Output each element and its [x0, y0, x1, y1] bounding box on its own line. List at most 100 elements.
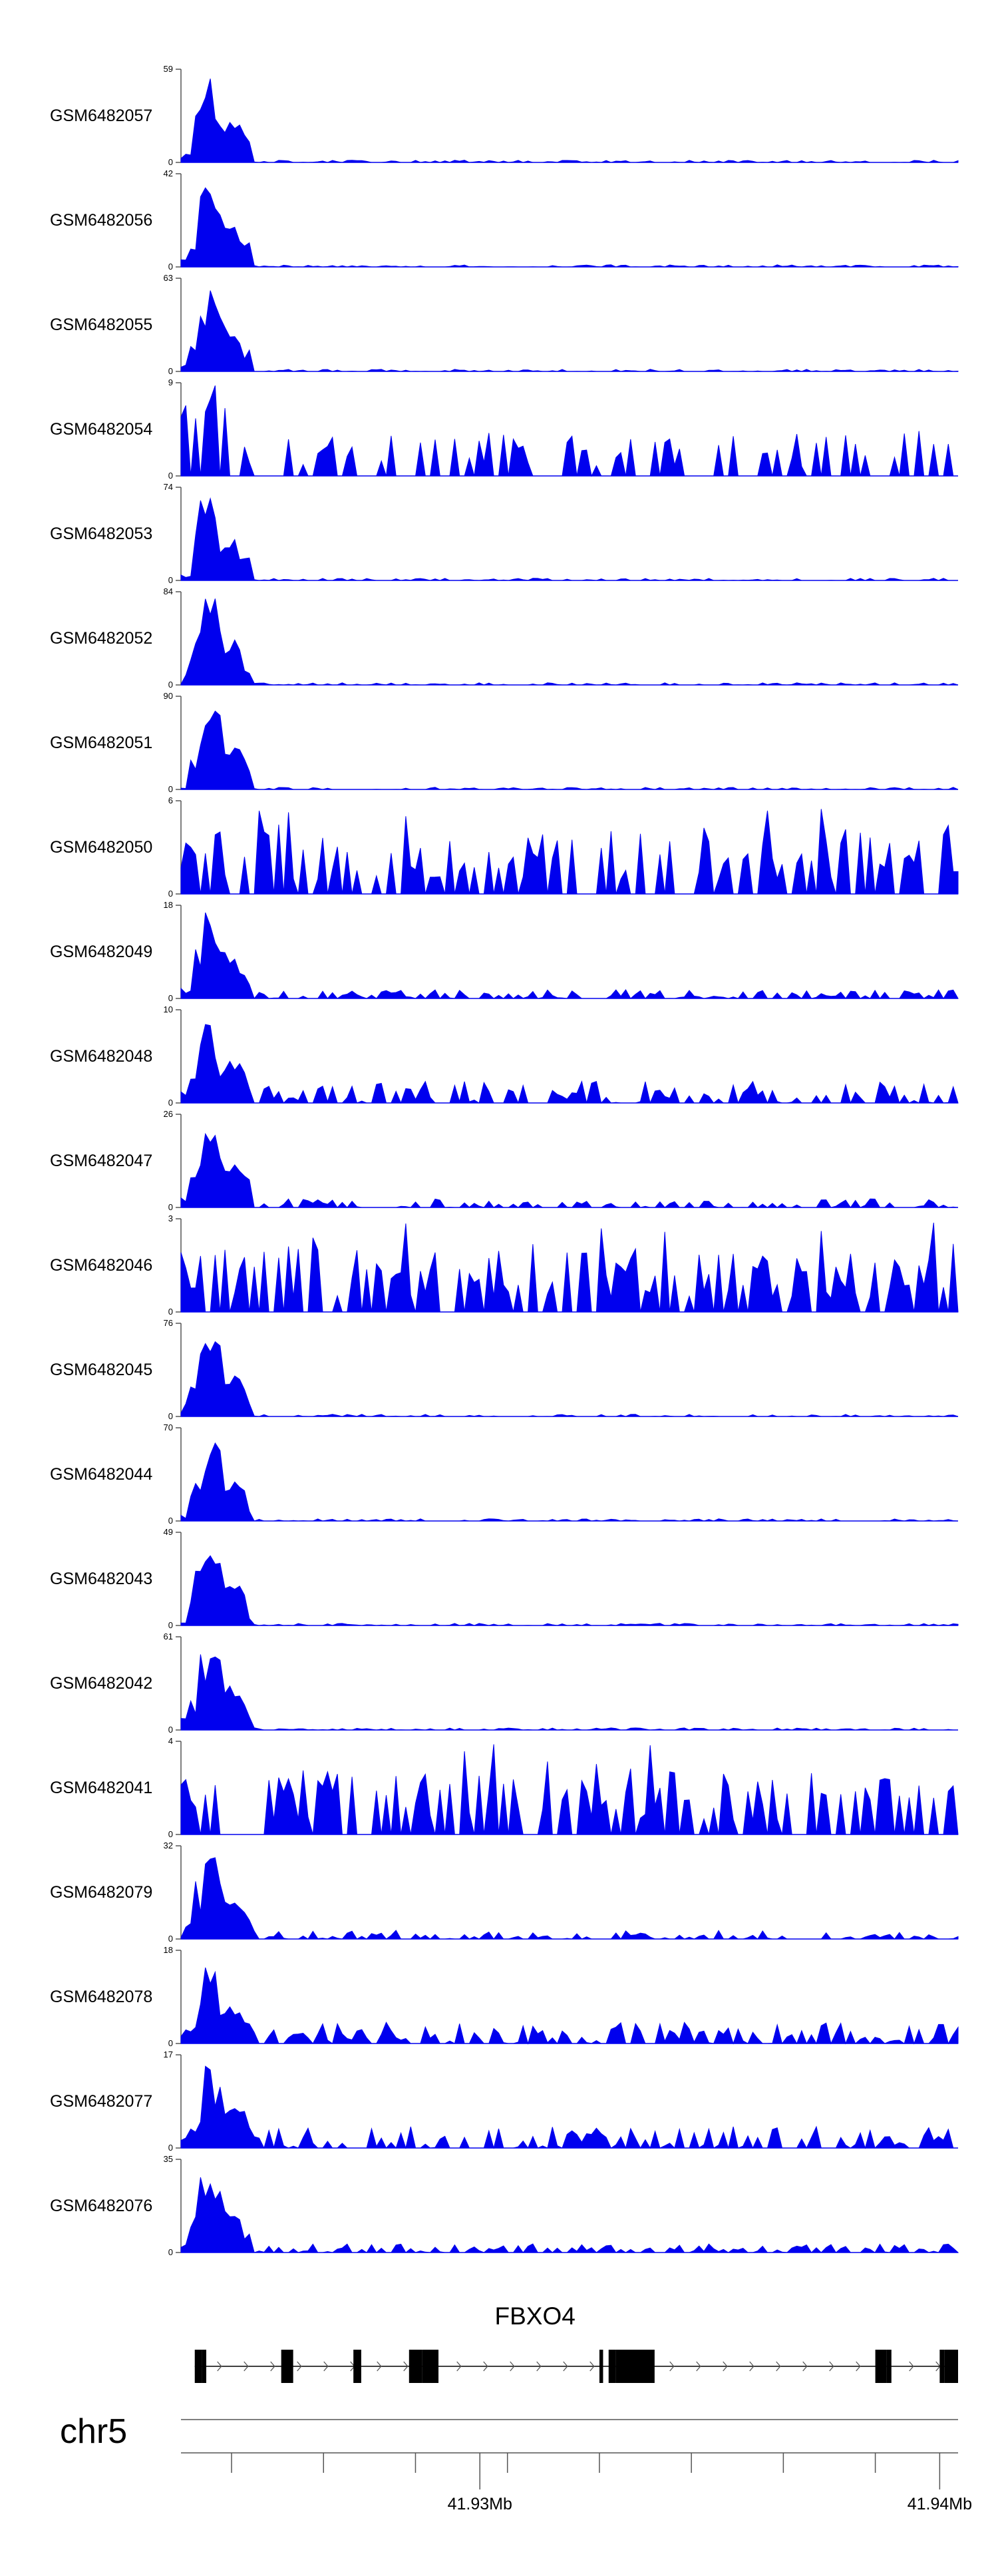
exon [409, 2350, 422, 2383]
track-GSM6482047: GSM6482047 26 0 [50, 1109, 959, 1212]
track-label: GSM6482041 [50, 1779, 152, 1797]
track-label: GSM6482055 [50, 316, 152, 334]
track-label: GSM6482048 [50, 1047, 152, 1066]
track-GSM6482048: GSM6482048 10 0 [50, 1004, 959, 1108]
y-max-label: 32 [164, 1840, 173, 1850]
track-label: GSM6482042 [50, 1674, 152, 1693]
track-GSM6482079: GSM6482079 32 0 [50, 1840, 959, 1944]
exon [353, 2350, 357, 2383]
track-GSM6482049: GSM6482049 18 0 [50, 900, 959, 1003]
signal-area [180, 1654, 958, 1731]
strand-arrow [696, 2361, 701, 2372]
track-GSM6482055: GSM6482055 63 0 [50, 273, 959, 376]
track-label: GSM6482076 [50, 2197, 152, 2215]
track-label: GSM6482078 [50, 1988, 152, 2006]
strand-arrow [323, 2361, 329, 2372]
track-GSM6482052: GSM6482052 84 0 [50, 586, 959, 690]
exon [615, 2350, 655, 2383]
y-max-label: 4 [168, 1736, 173, 1746]
signal-area [180, 1857, 959, 1940]
strand-arrow [856, 2361, 861, 2372]
track-GSM6482046: GSM6482046 3 0 [50, 1213, 959, 1317]
signal-area [180, 1132, 959, 1208]
y-max-label: 6 [168, 795, 173, 805]
signal-area [180, 598, 959, 686]
y-max-label: 18 [164, 1945, 173, 1955]
exon [202, 2350, 207, 2383]
track-label: GSM6482045 [50, 1361, 152, 1379]
track-GSM6482076: GSM6482076 35 0 [50, 2154, 959, 2257]
y-max-label: 17 [164, 2049, 173, 2059]
strand-arrow [829, 2361, 834, 2372]
y-min-label: 0 [168, 1829, 173, 1839]
y-min-label: 0 [168, 2143, 173, 2153]
signal-area [180, 1744, 959, 1835]
y-min-label: 0 [168, 1620, 173, 1630]
signal-area [180, 187, 959, 268]
signal-area [180, 2177, 959, 2253]
exon [281, 2350, 293, 2383]
y-min-label: 0 [168, 262, 173, 272]
chromosome-label: chr5 [60, 2412, 127, 2451]
strand-arrow [589, 2361, 595, 2372]
coordinate-label: 41.94Mb [908, 2495, 972, 2513]
y-min-label: 0 [168, 575, 173, 585]
track-label: GSM6482054 [50, 420, 152, 439]
strand-arrow [403, 2361, 409, 2372]
strand-arrow [456, 2361, 462, 2372]
strand-arrow [909, 2361, 914, 2372]
axis-labels: 41.93Mb 41.94Mb [448, 2453, 972, 2513]
signal-area [180, 1024, 959, 1104]
track-label: GSM6482050 [50, 838, 152, 857]
track-label: GSM6482051 [50, 734, 152, 752]
strand-arrow [244, 2361, 249, 2372]
track-GSM6482057: GSM6482057 59 0 [50, 64, 959, 167]
track-GSM6482056: GSM6482056 42 0 [50, 168, 959, 272]
y-max-label: 84 [164, 586, 173, 596]
y-min-label: 0 [168, 1202, 173, 1212]
track-label: GSM6482052 [50, 629, 152, 648]
y-max-label: 74 [164, 482, 173, 492]
strand-arrow [563, 2361, 568, 2372]
strand-arrow [270, 2361, 275, 2372]
track-label: GSM6482056 [50, 211, 152, 230]
y-min-label: 0 [168, 1516, 173, 1526]
y-max-label: 59 [164, 64, 173, 74]
y-min-label: 0 [168, 1725, 173, 1735]
exon [939, 2350, 945, 2383]
axis-ticks [231, 2453, 876, 2473]
track-label: GSM6482079 [50, 1883, 152, 1902]
track-label: GSM6482049 [50, 943, 152, 961]
y-min-label: 0 [168, 680, 173, 690]
signal-area [180, 1442, 959, 1522]
track-label: GSM6482053 [50, 525, 152, 543]
y-min-label: 0 [168, 1411, 173, 1421]
gene-track: FBXO4 [194, 2302, 958, 2383]
signal-area [180, 497, 958, 581]
track-label: GSM6482046 [50, 1256, 152, 1275]
signal-tracks: GSM6482057590GSM6482056420GSM6482055630G… [50, 64, 959, 2257]
y-max-label: 90 [164, 691, 173, 701]
signal-area [180, 1341, 959, 1417]
track-label: GSM6482057 [50, 107, 152, 125]
y-min-label: 0 [168, 1934, 173, 1944]
track-GSM6482041: GSM6482041 4 0 [50, 1736, 959, 1839]
coordinate-label: 41.93Mb [448, 2495, 512, 2513]
y-max-label: 76 [164, 1318, 173, 1328]
y-min-label: 0 [168, 157, 173, 167]
exon [608, 2350, 616, 2383]
track-label: GSM6482044 [50, 1465, 152, 1484]
y-max-label: 3 [168, 1213, 173, 1223]
y-min-label: 0 [168, 1098, 173, 1108]
strand-arrow [217, 2361, 222, 2372]
signal-area [180, 2065, 958, 2149]
track-GSM6482078: GSM6482078 18 0 [50, 1945, 959, 2048]
track-GSM6482054: GSM6482054 9 0 [50, 377, 958, 481]
strand-arrow [776, 2361, 781, 2372]
strand-arrow [749, 2361, 754, 2372]
strand-arrow [723, 2361, 728, 2372]
track-label: GSM6482047 [50, 1152, 152, 1170]
y-min-label: 0 [168, 2038, 173, 2048]
y-min-label: 0 [168, 889, 173, 899]
strand-arrow [510, 2361, 515, 2372]
